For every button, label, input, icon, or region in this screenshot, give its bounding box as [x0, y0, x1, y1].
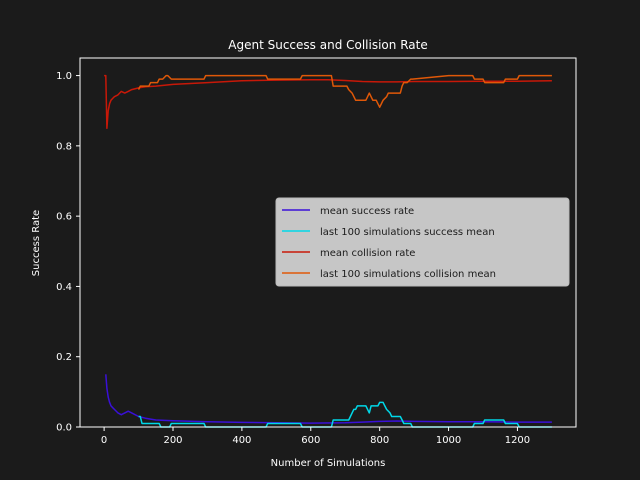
y-axis-label: Success Rate	[31, 210, 42, 276]
x-tick-label: 1000	[436, 435, 461, 446]
x-tick-label: 200	[163, 435, 182, 446]
legend: mean success rate last 100 simulations su…	[275, 197, 570, 287]
x-tick-label: 400	[232, 435, 251, 446]
x-tick-label: 0	[101, 435, 107, 446]
y-tick-label: 0.6	[56, 212, 72, 223]
x-tick-label: 1200	[505, 435, 530, 446]
legend-box	[275, 197, 570, 287]
y-tick-label: 0.0	[56, 423, 72, 434]
axes-frame	[79, 57, 577, 428]
y-tick-label: 0.4	[56, 282, 72, 293]
y-tick-label: 1.0	[56, 71, 72, 82]
x-tick-label: 800	[370, 435, 389, 446]
series-line-3	[104, 74, 552, 130]
series-line-4	[137, 74, 552, 108]
y-tick-label: 0.8	[56, 141, 72, 152]
legend-label: mean success rate	[320, 206, 414, 217]
legend-label: last 100 simulations success mean	[320, 227, 495, 238]
chart-title: Agent Success and Collision Rate	[228, 38, 427, 52]
x-axis-label: Number of Simulations	[271, 458, 386, 469]
legend-label: mean collision rate	[320, 248, 415, 259]
axes-group: 0 200 400 600 800 1000 1200 0.0 0.2 0.4 0.6 0.8 1.0	[56, 57, 577, 446]
y-tick-label: 0.2	[56, 352, 72, 363]
x-tick-label: 600	[301, 435, 320, 446]
legend-label: last 100 simulations collision mean	[320, 269, 496, 280]
